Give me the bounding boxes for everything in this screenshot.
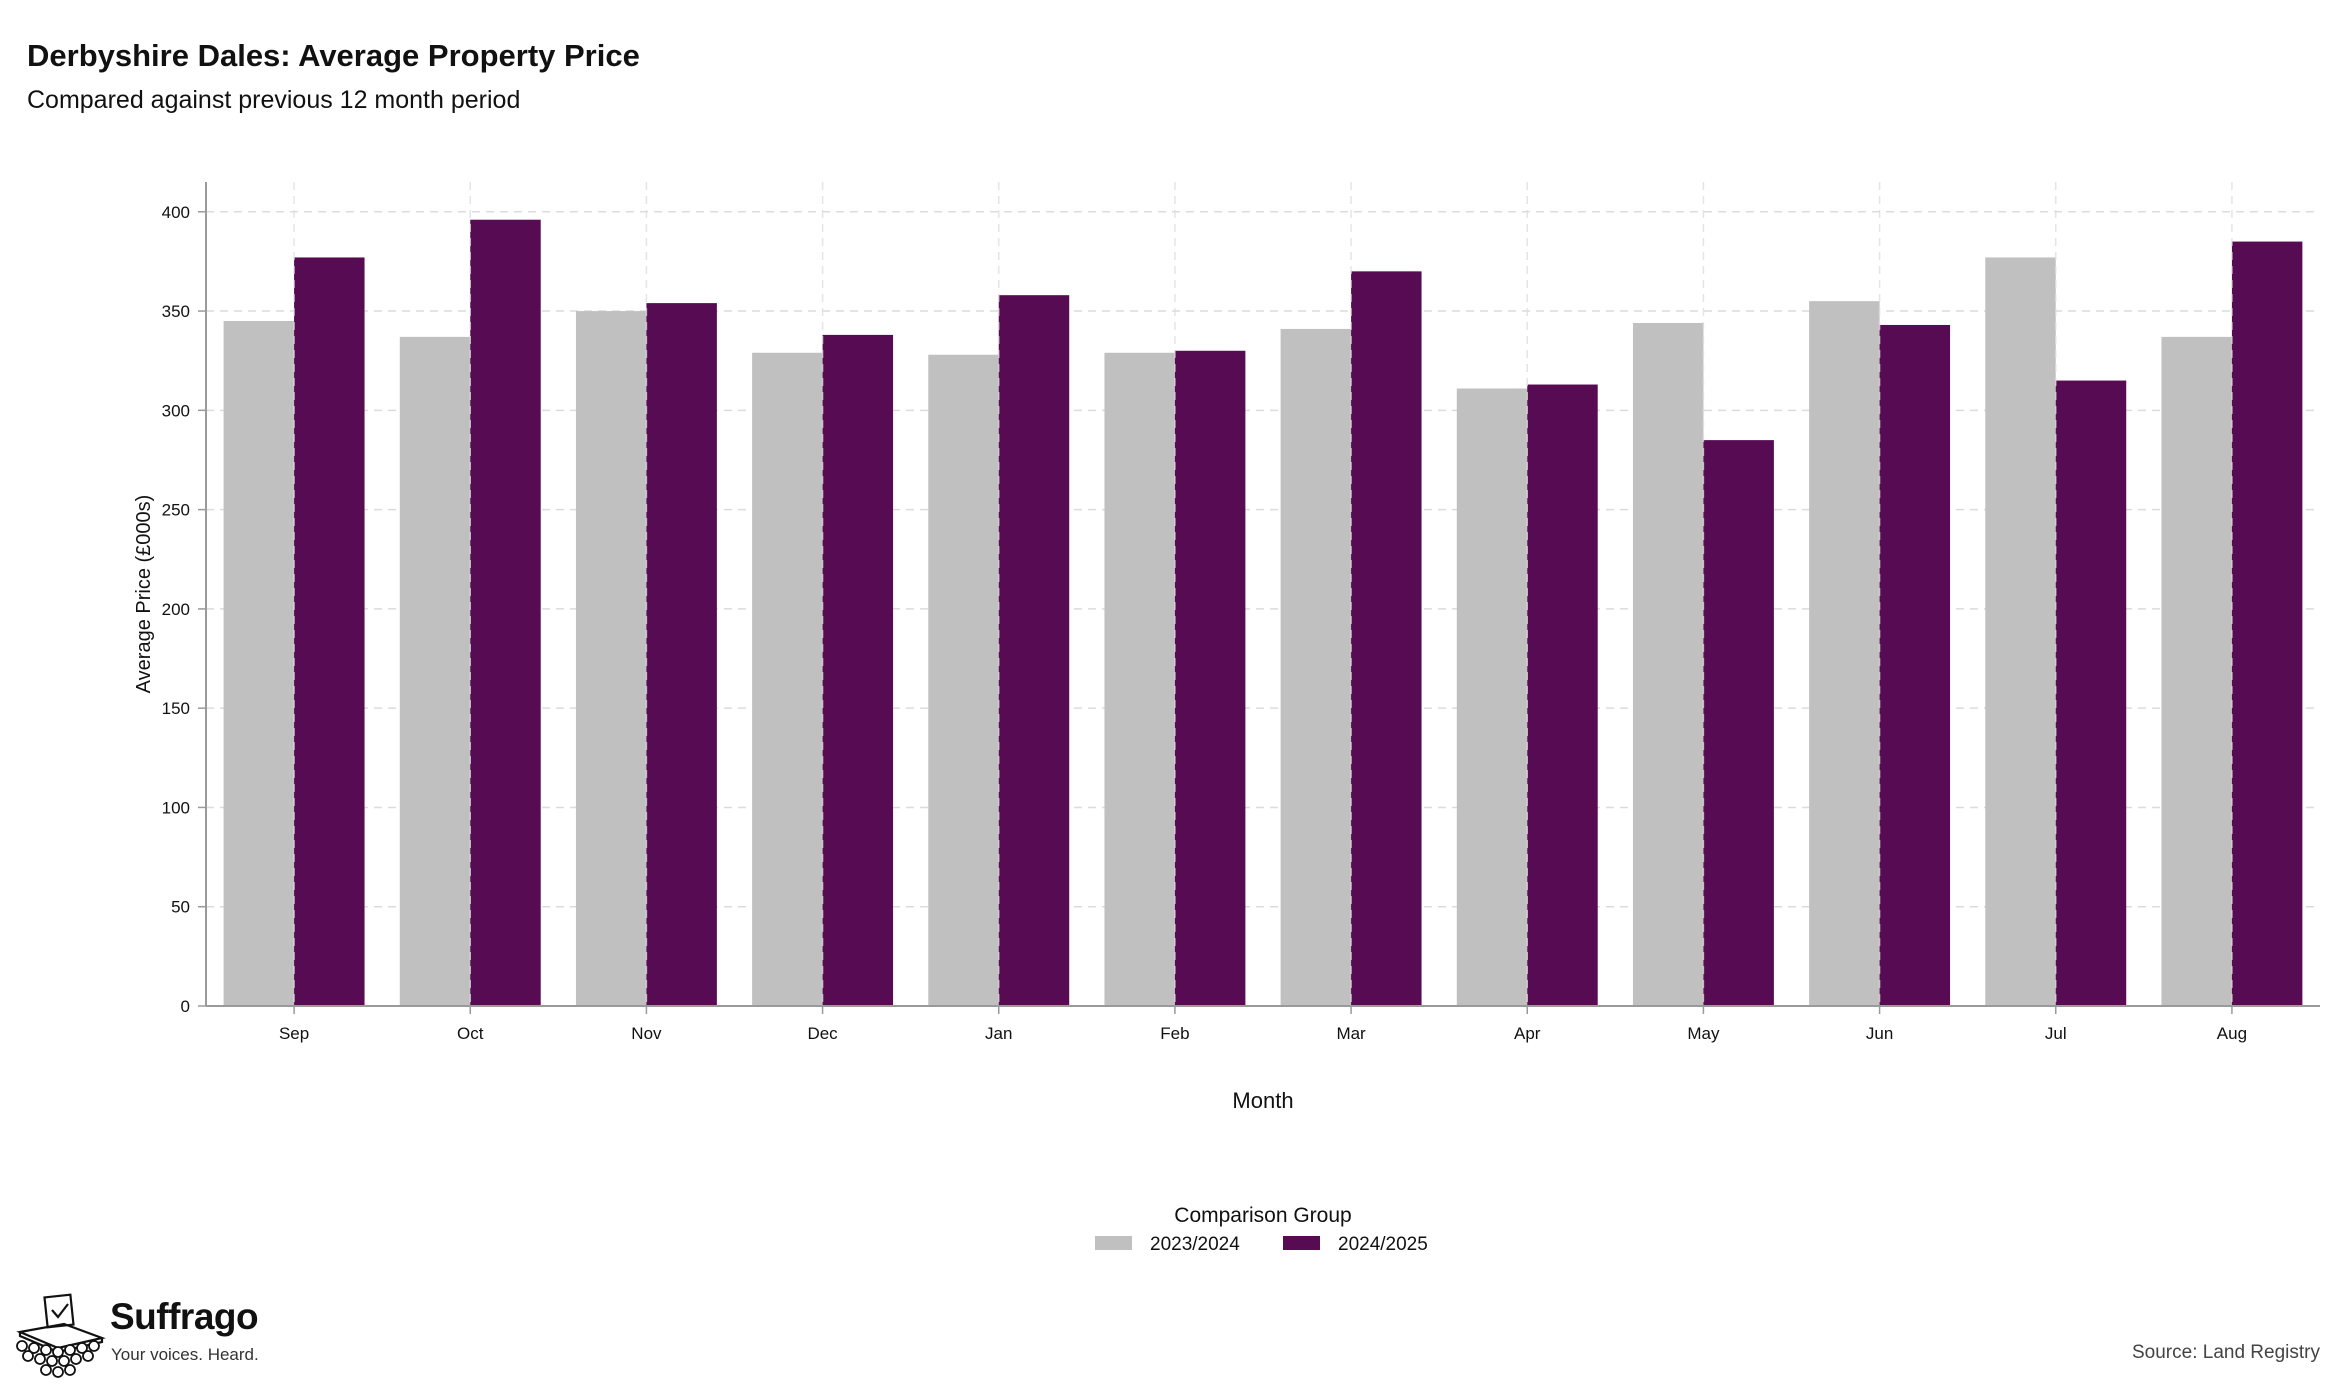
- axis-labels: 0 50 100 150 200 250 300 350 400 Sep Oct Nov Dec Jan F…: [133, 203, 2247, 1113]
- bar-2024-2025-jun: [1879, 324, 1951, 1006]
- x-tick-label: Feb: [1160, 1024, 1189, 1043]
- x-tick-label: May: [1687, 1024, 1720, 1043]
- x-tick-label: Jun: [1866, 1024, 1893, 1043]
- y-tick-label: 150: [162, 699, 190, 718]
- bar-2023-2024-sep: [223, 320, 295, 1007]
- y-tick-label: 200: [162, 600, 190, 619]
- bar-2024-2025-aug: [2231, 241, 2303, 1006]
- x-tick-label: Oct: [457, 1024, 484, 1043]
- bar-2023-2024-nov: [575, 311, 647, 1006]
- bar-2024-2025-may: [1703, 440, 1774, 1006]
- x-tick-label: Nov: [631, 1024, 662, 1043]
- bar-2024-2025-jul: [2055, 380, 2127, 1007]
- bar-2023-2024-may: [1632, 322, 1704, 1006]
- brand-name: Suffrago: [110, 1296, 259, 1337]
- bar-2024-2025-sep: [294, 257, 365, 1007]
- suffrago-logo-icon: [16, 1293, 106, 1378]
- bar-2023-2024-mar: [1280, 328, 1352, 1006]
- y-tick-label: 50: [171, 898, 190, 917]
- bar-2024-2025-jan: [998, 295, 1070, 1006]
- x-tick-label: Mar: [1336, 1024, 1366, 1043]
- axes: [198, 182, 2320, 1014]
- bar-2023-2024-dec: [752, 352, 823, 1007]
- bar-2023-2024-oct: [399, 336, 471, 1006]
- bar-2024-2025-apr: [1527, 384, 1598, 1007]
- y-tick-label: 100: [162, 798, 190, 817]
- y-tick-label: 300: [162, 401, 190, 420]
- bar-2023-2024-jun: [1809, 301, 1880, 1006]
- bar-2023-2024-jan: [928, 354, 999, 1006]
- vertical-grid-lines: [293, 182, 2233, 1006]
- bars: [223, 219, 2303, 1007]
- bar-2024-2025-dec: [822, 334, 894, 1007]
- chart-title: Derbyshire Dales: Average Property Price: [27, 38, 640, 73]
- y-tick-label: 0: [181, 997, 190, 1016]
- bar-2023-2024-aug: [2161, 336, 2232, 1006]
- bar-2024-2025-oct: [470, 219, 541, 1007]
- x-tick-label: Sep: [279, 1024, 309, 1043]
- bar-2023-2024-jul: [1985, 257, 2056, 1007]
- bar-2024-2025-nov: [646, 303, 717, 1007]
- y-tick-label: 400: [162, 203, 190, 222]
- x-tick-label: Apr: [1514, 1024, 1541, 1043]
- bar-2023-2024-apr: [1456, 388, 1528, 1006]
- legend-label: 2023/2024: [1150, 1234, 1240, 1255]
- bar-2024-2025-feb: [1174, 350, 1246, 1006]
- y-tick-label: 250: [162, 501, 190, 520]
- legend-swatch-2024-2025: [1283, 1236, 1320, 1250]
- y-tick-label: 350: [162, 302, 190, 321]
- x-tick-label: Dec: [807, 1024, 838, 1043]
- legend-swatch-2023-2024: [1095, 1236, 1132, 1250]
- x-tick-label: Jul: [2045, 1024, 2067, 1043]
- x-tick-label: Aug: [2217, 1024, 2247, 1043]
- x-tick-label: Jan: [985, 1024, 1012, 1043]
- legend-title: Comparison Group: [1174, 1204, 1351, 1227]
- legend-label: 2024/2025: [1338, 1234, 1428, 1255]
- bar-2024-2025-mar: [1351, 271, 1422, 1007]
- legend: Comparison Group 2023/2024 2024/2025: [1095, 1204, 1428, 1255]
- bar-2023-2024-feb: [1104, 352, 1175, 1007]
- chart-subtitle: Compared against previous 12 month perio…: [27, 86, 521, 114]
- source-note: Source: Land Registry: [2132, 1342, 2320, 1363]
- y-axis-title: Average Price (£000s): [133, 495, 155, 694]
- x-axis-title: Month: [1232, 1088, 1293, 1113]
- brand-tagline: Your voices. Heard.: [111, 1345, 259, 1364]
